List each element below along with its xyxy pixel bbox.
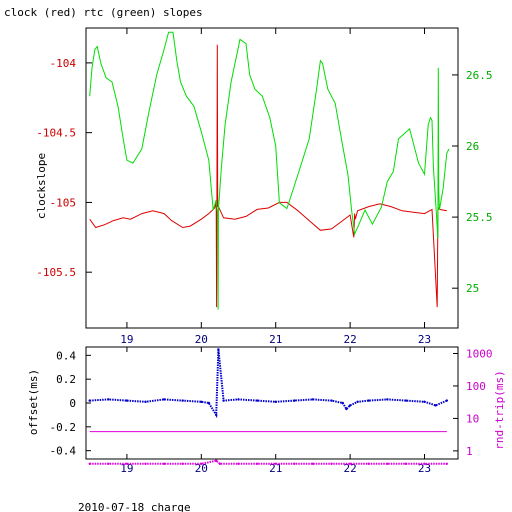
series-offset-point [348, 404, 352, 407]
bottom-y-tick-label: -0.2 [50, 421, 77, 434]
bottom-y-axis-label: offset(ms) [27, 369, 40, 435]
series-rtt-point [404, 462, 408, 465]
series-rtt-point [237, 462, 240, 465]
series-rtt-point [348, 462, 352, 465]
series-offset-point [88, 399, 91, 402]
top-series-group [89, 31, 450, 310]
series-rtt-point [107, 462, 110, 465]
series-rtt-point [423, 462, 426, 465]
series-offset-point [404, 399, 408, 402]
series-offset-point [162, 398, 166, 401]
bottom-y-tick-label: 0.2 [56, 373, 76, 386]
series-offset-point [144, 400, 147, 403]
bottom-plot-frame [85, 346, 459, 460]
bottom-x-tick-label: 21 [269, 462, 282, 475]
top-x-tick-label: 23 [418, 333, 431, 346]
series-rtt-point [200, 462, 203, 465]
series-offset-point [445, 399, 448, 402]
top-y2-tick-label: 25.5 [466, 211, 493, 224]
series-rtt-point [274, 462, 277, 465]
series-rtt-point [215, 459, 218, 462]
series-rtt-point [311, 462, 315, 465]
bottom-y-tick-label: -0.4 [50, 445, 77, 458]
top-plot-frame [85, 27, 459, 329]
top-y2-tick-label: 25 [466, 282, 479, 295]
bottom-y-tick-label: 0 [69, 397, 76, 410]
bottom-x-tick-label: 23 [418, 462, 431, 475]
top-x-axis: 19 20 21 22 23 [120, 28, 431, 346]
series-rtt-point [162, 462, 166, 465]
top-y-tick-label: -105 [50, 196, 77, 209]
top-chart: 19 20 21 22 23 -104 -104.5 -105 -105.5 26.5 26 25… [35, 27, 493, 346]
series-offset-point [215, 413, 218, 417]
bottom-x-tick-label: 20 [195, 462, 208, 475]
bottom-y2-tick-label: 10 [466, 412, 479, 425]
series-rtt-point [144, 462, 147, 465]
bottom-y2-tick-label: 100 [466, 380, 486, 393]
series-offset-point [345, 407, 348, 411]
series-offset-line [89, 349, 448, 419]
series-rtt-point [125, 462, 129, 465]
series-offset-point [255, 399, 259, 402]
top-x-tick-label: 19 [120, 333, 133, 346]
bottom-y-axis: 0.4 0.2 0 -0.2 -0.4 [50, 349, 91, 458]
top-x-tick-label: 20 [195, 333, 208, 346]
top-y2-axis: 26.5 26 25.5 25 [452, 69, 493, 295]
bottom-y2-axis-label: rnd-trip(ms) [493, 370, 506, 449]
top-y-axis-label: clockslope [35, 153, 48, 219]
series-rtt-point [367, 462, 370, 465]
series-offset-point [330, 399, 333, 402]
series-offset-point [386, 398, 389, 401]
bottom-x-tick-label: 19 [120, 462, 133, 475]
bottom-series-group [88, 348, 448, 465]
series-rtt-point [255, 462, 259, 465]
series-offset-point [356, 400, 359, 403]
series-rtc-line [89, 31, 450, 310]
series-offset-point [434, 404, 437, 407]
top-x-tick-label: 22 [343, 333, 356, 346]
series-offset-point [181, 399, 184, 402]
series-offset-point [207, 401, 210, 405]
series-offset-point [217, 348, 220, 351]
bottom-x-tick-label: 22 [343, 462, 356, 475]
series-offset-point [311, 398, 315, 401]
series-rtt-point [218, 462, 222, 465]
series-rtt-point [386, 462, 389, 465]
bottom-y2-tick-label: 1 [466, 445, 473, 458]
top-y-tick-label: -104.5 [36, 127, 76, 140]
series-rtt-point [181, 462, 184, 465]
series-offset-point [107, 398, 110, 401]
top-y2-tick-label: 26 [466, 140, 479, 153]
bottom-y2-tick-label: 1000 [466, 347, 493, 360]
footer-caption: 2010-07-18 charge [78, 501, 191, 512]
bottom-y2-axis: 1000 100 10 1 [453, 347, 493, 458]
series-offset-point [125, 399, 129, 402]
series-rtt-point [445, 462, 448, 465]
series-offset-point [222, 399, 225, 402]
bottom-chart: 19 20 21 22 23 0.4 0.2 0 -0.2 -0.4 1000 100 10 1 of… [27, 346, 506, 475]
top-y-tick-label: -105.5 [36, 266, 76, 279]
series-offset-point [367, 399, 370, 402]
series-rtt-point [88, 462, 91, 465]
top-y2-tick-label: 26.5 [466, 69, 493, 82]
bottom-x-axis: 19 20 21 22 23 [120, 347, 431, 475]
series-offset-point [237, 398, 240, 401]
series-clock-line [89, 44, 447, 308]
series-offset-point [200, 400, 203, 403]
top-y-axis: -104 -104.5 -105 -105.5 [36, 57, 92, 279]
top-chart-title: clock (red) rtc (green) slopes [4, 6, 203, 19]
series-offset-point [423, 400, 426, 403]
series-offset-point [341, 401, 344, 405]
series-offset-point [274, 400, 277, 403]
series-offset-point [293, 399, 296, 402]
top-y-tick-label: -104 [50, 57, 77, 70]
series-rtt-point [293, 462, 296, 465]
bottom-y-tick-label: 0.4 [56, 349, 76, 362]
top-x-tick-label: 21 [269, 333, 282, 346]
series-rtt-point [330, 462, 333, 465]
